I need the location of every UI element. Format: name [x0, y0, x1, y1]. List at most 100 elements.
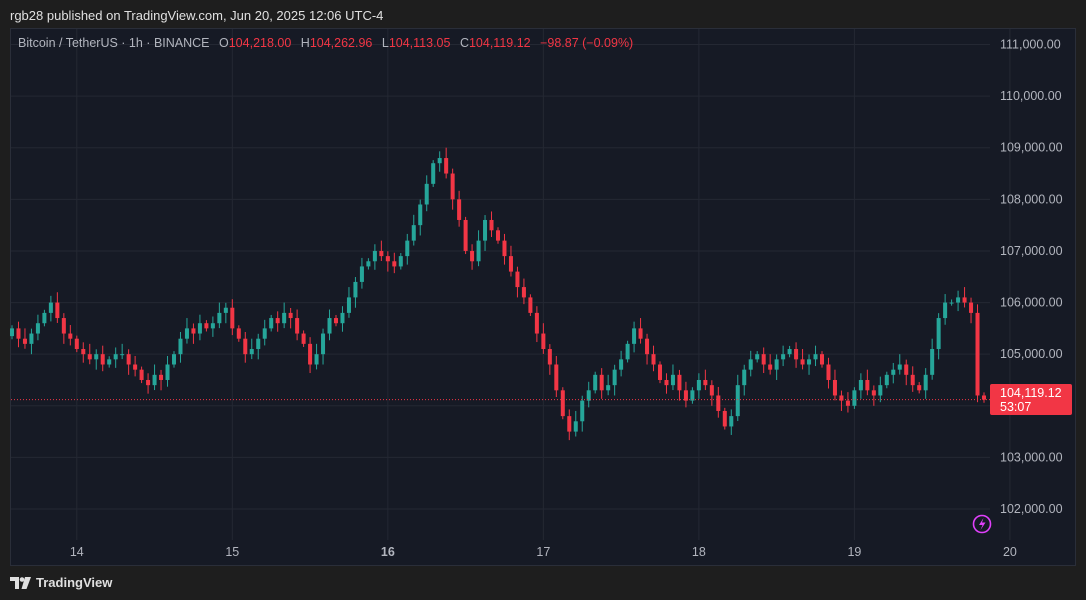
- candle-body: [275, 318, 280, 324]
- candle-body: [858, 379, 863, 391]
- candle-body: [651, 354, 656, 365]
- last-price-tag-countdown: 53:07: [1000, 400, 1031, 414]
- time-tick-label: 18: [692, 545, 706, 559]
- candle-body: [100, 354, 105, 365]
- last-price-tag-value: 104,119.12: [1000, 386, 1062, 400]
- last-price-tag: [990, 384, 1072, 415]
- tradingview-brand: TradingView: [36, 575, 113, 590]
- candle-body: [515, 271, 520, 288]
- candle-body: [657, 364, 663, 380]
- candle-body: [81, 349, 86, 355]
- candle-body: [508, 256, 513, 272]
- candle-body: [444, 158, 449, 174]
- candle-body: [385, 256, 390, 262]
- price-tick-label: 107,000.00: [1000, 244, 1063, 258]
- candle-body: [768, 364, 773, 370]
- candle-body: [165, 364, 170, 380]
- change-value: −98.87 (−0.09%): [540, 36, 634, 50]
- candle-body: [956, 297, 961, 303]
- candle-body: [586, 390, 591, 401]
- candle-body: [670, 374, 675, 386]
- candle-body: [333, 318, 339, 324]
- candle-body: [683, 390, 688, 401]
- candle-body: [884, 374, 889, 386]
- candle-body: [943, 302, 948, 319]
- candle-body: [813, 354, 818, 360]
- price-tick-label: 106,000.00: [1000, 296, 1063, 310]
- low-label: L: [381, 36, 389, 50]
- candle-body: [528, 297, 533, 313]
- candle-body: [269, 318, 274, 329]
- candle-body: [567, 416, 572, 432]
- candle-body: [729, 416, 734, 427]
- candle-body: [845, 400, 850, 406]
- low-value: 104,113.05: [388, 36, 451, 50]
- candle-body: [366, 261, 371, 267]
- candle-body: [288, 312, 293, 319]
- candle-body: [204, 323, 209, 329]
- candle-body: [832, 379, 837, 396]
- candle-body: [593, 374, 598, 391]
- candle-body: [308, 343, 313, 365]
- candle-body: [359, 266, 364, 282]
- high-value: 104,262.96: [309, 36, 373, 50]
- time-tick-label: 19: [847, 545, 861, 559]
- candle-body: [722, 410, 727, 427]
- candle-body: [133, 364, 138, 370]
- time-tick-label: 16: [381, 545, 395, 559]
- candle-body: [573, 421, 578, 432]
- candle-body: [398, 256, 403, 267]
- time-tick-label: 20: [1003, 545, 1017, 559]
- candle-body: [107, 359, 112, 365]
- time-tick-label: 15: [225, 545, 239, 559]
- candle-body: [94, 354, 99, 360]
- candle-body: [321, 333, 326, 355]
- price-tick-label: 110,000.00: [1000, 89, 1062, 103]
- open-value: 104,218.00: [228, 36, 292, 50]
- candle-body: [975, 312, 980, 396]
- candle-body: [35, 323, 40, 334]
- candle-body: [716, 395, 721, 411]
- candle-body: [521, 287, 526, 298]
- candle-body: [22, 338, 27, 344]
- lightning-icon[interactable]: [972, 514, 992, 534]
- candle-body: [418, 204, 423, 226]
- candle-body: [761, 354, 766, 365]
- candle-body: [184, 328, 189, 339]
- candle-body: [981, 395, 987, 400]
- candle-body: [392, 261, 397, 267]
- symbol-legend: Bitcoin / TetherUS · 1h · BINANCE O104,2…: [18, 36, 633, 50]
- candle-body: [74, 338, 79, 350]
- candle-body: [210, 323, 215, 329]
- candle-body: [327, 318, 332, 334]
- time-tick-label: 14: [70, 545, 84, 559]
- candle-body: [839, 395, 844, 401]
- candle-body: [580, 400, 585, 422]
- candle-body: [969, 302, 974, 313]
- candle-body: [463, 219, 468, 251]
- candle-body: [68, 333, 73, 339]
- candle-body: [645, 338, 650, 355]
- candle-body: [936, 318, 941, 350]
- tradingview-logo[interactable]: TradingView: [10, 575, 112, 590]
- candle-body: [139, 369, 144, 380]
- candle-body: [295, 318, 300, 334]
- symbol-name[interactable]: Bitcoin / TetherUS · 1h · BINANCE: [18, 36, 210, 50]
- candle-body: [819, 354, 825, 365]
- candle-body: [29, 333, 34, 344]
- candle-body: [852, 390, 857, 406]
- candle-body: [171, 354, 177, 365]
- candle-body: [411, 225, 416, 241]
- tradingview-logo-icon: [10, 576, 31, 589]
- candle-body: [372, 250, 377, 262]
- price-tick-label: 102,000.00: [1000, 502, 1063, 516]
- candle-body: [314, 354, 319, 365]
- candle-body: [677, 374, 682, 391]
- candle-body: [346, 297, 351, 313]
- candle-body: [904, 364, 909, 375]
- candle-body: [243, 338, 248, 355]
- price-axis: 102,000.00103,000.00104,000.00105,000.00…: [1000, 37, 1063, 516]
- candle-body: [16, 328, 21, 339]
- candle-body: [606, 385, 611, 391]
